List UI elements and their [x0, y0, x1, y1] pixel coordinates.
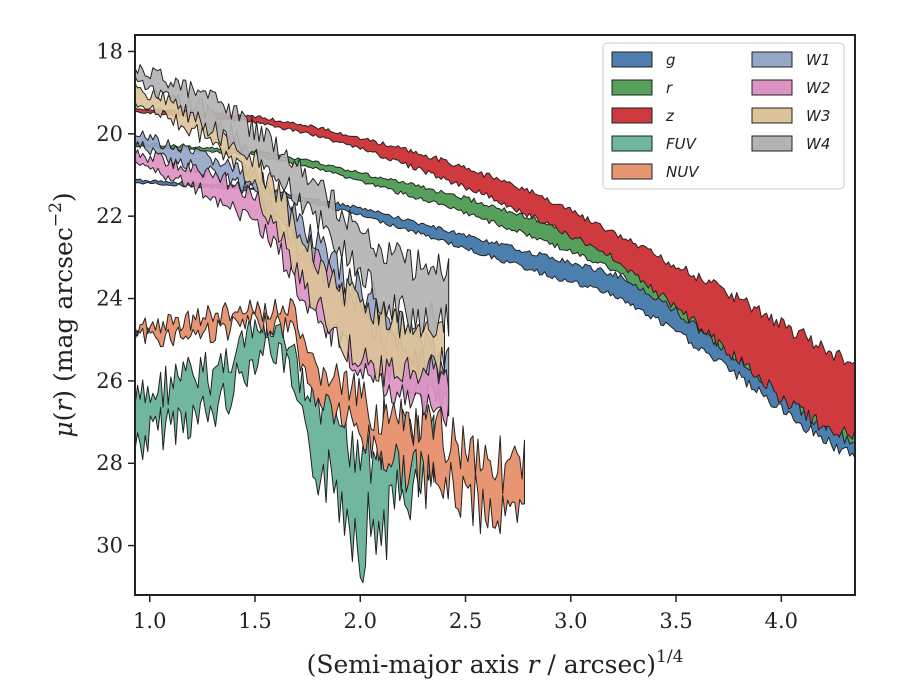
band-FUV [134, 315, 435, 584]
x-axis-ticks: 1.0 1.5 2.0 2.5 3.0 3.5 4.0 [133, 595, 798, 633]
x-tick-label: 4.0 [765, 609, 798, 633]
x-tick-label: 2.5 [449, 609, 482, 633]
legend-swatch-W2 [751, 79, 793, 96]
legend-label-W3: W3 [806, 107, 830, 125]
legend-swatch-W1 [751, 51, 793, 68]
plot-frame [134, 34, 856, 596]
legend-label-NUV: NUV [666, 163, 700, 181]
x-tick-label: 3.0 [554, 609, 587, 633]
legend-label-r: r [666, 79, 673, 97]
band-NUV [134, 297, 525, 535]
legend-label-FUV: FUV [666, 135, 698, 153]
legend-label-W4: W4 [806, 135, 830, 153]
y-axis-ticks: 18 20 22 24 26 28 30 [96, 39, 135, 558]
legend-swatch-g [611, 51, 653, 68]
y-axis-label: μ(r) (mag arcsec−2) [46, 192, 78, 437]
legend-swatch-z [611, 107, 653, 124]
x-tick-label: 3.5 [659, 609, 692, 633]
x-tick-label: 1.0 [133, 609, 166, 633]
legend-label-z: z [665, 107, 675, 125]
x-tick-label: 2.0 [344, 609, 377, 633]
legend-swatch-W3 [751, 107, 793, 124]
legend-swatch-NUV [611, 163, 653, 180]
legend-label-W2: W2 [806, 79, 830, 97]
y-tick-label: 24 [96, 287, 123, 311]
legend-label-W1: W1 [806, 51, 830, 69]
y-tick-label: 28 [96, 451, 123, 475]
y-tick-label: 26 [96, 369, 123, 393]
legend-swatch-W4 [751, 135, 793, 152]
legend-label-g: g [666, 51, 676, 69]
band-W4 [134, 64, 450, 338]
x-tick-label: 1.5 [238, 609, 271, 633]
legend-swatch-FUV [611, 135, 653, 152]
legend: grz FUV NUV W1 W2 W3 W4 [602, 42, 845, 190]
y-tick-label: 18 [96, 39, 123, 63]
y-tick-label: 22 [96, 204, 123, 228]
x-axis-label: (Semi-major axis r / arcsec)1/4 [307, 647, 684, 679]
y-tick-label: 30 [96, 534, 123, 558]
y-tick-label: 20 [96, 122, 123, 146]
legend-swatch-r [611, 79, 653, 96]
band-W3 [134, 83, 445, 388]
